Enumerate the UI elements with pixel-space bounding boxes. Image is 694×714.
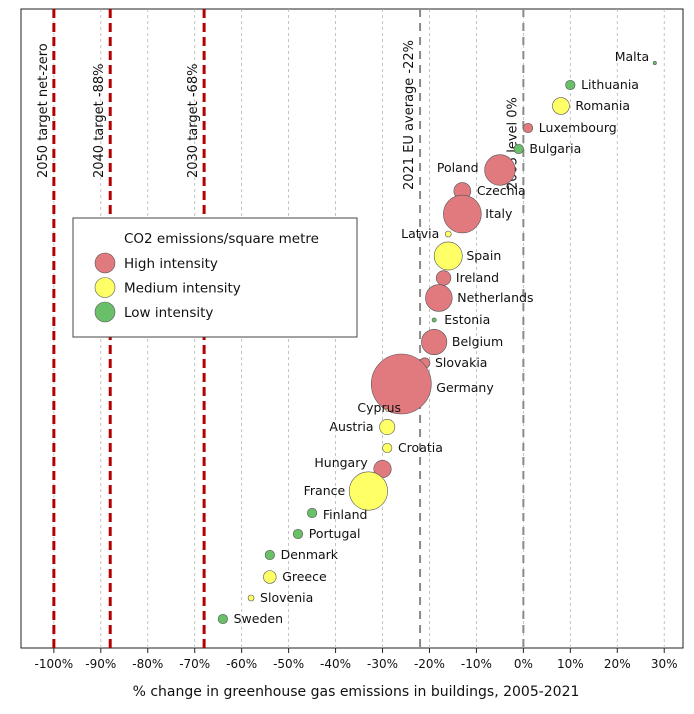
label-hungary: Hungary [314, 455, 368, 470]
label-slovakia: Slovakia [435, 355, 487, 370]
bubble-cyprus [385, 408, 389, 412]
bubble-romania [552, 97, 570, 115]
label-romania: Romania [575, 98, 630, 113]
legend-marker-medium [94, 277, 116, 298]
x-tick-label: -100% [35, 657, 74, 671]
x-tick-label: -20% [414, 657, 445, 671]
label-belgium: Belgium [452, 334, 503, 349]
label-ireland: Ireland [456, 270, 499, 285]
label-luxembourg: Luxembourg [539, 120, 617, 135]
label-finland: Finland [323, 507, 368, 522]
label-cyprus: Cyprus [357, 400, 401, 415]
plot-area [20, 8, 684, 649]
x-tick-label: -90% [85, 657, 116, 671]
bubble-latvia [444, 230, 452, 238]
bubble-belgium [421, 328, 448, 356]
bubble-austria [379, 419, 396, 435]
bubble-finland [307, 507, 318, 519]
label-france: France [304, 483, 346, 498]
bubble-spain [433, 241, 463, 271]
label-malta: Malta [615, 49, 649, 64]
label-austria: Austria [329, 419, 373, 434]
label-italy: Italy [485, 206, 513, 221]
label-poland: Poland [437, 160, 479, 175]
x-tick-label: 10% [557, 657, 584, 671]
label-greece: Greece [282, 569, 327, 584]
x-tick-label: -30% [367, 657, 398, 671]
x-tick-label: -80% [132, 657, 163, 671]
x-tick-label: -60% [226, 657, 257, 671]
bubble-croatia [382, 442, 393, 454]
reference-label-2021-eu-average-22: 2021 EU average -22% [402, 40, 417, 190]
bubble-estonia [431, 317, 437, 323]
bubble-poland [484, 154, 516, 186]
legend-marker-high [94, 252, 116, 274]
reference-label-2040-target-88: 2040 target -88% [92, 64, 107, 178]
bubble-italy [443, 194, 482, 234]
legend-label-high: High intensity [124, 256, 218, 272]
label-estonia: Estonia [444, 312, 490, 327]
bubble-denmark [264, 549, 275, 561]
reference-lines: 2050 target net-zero 2040 target -88% 2030… [36, 9, 525, 648]
label-lithuania: Lithuania [581, 77, 639, 92]
x-tick-label: -10% [461, 657, 492, 671]
legend-title: CO2 emissions/square metre [124, 231, 319, 247]
bubbles [217, 61, 657, 625]
label-sweden: Sweden [234, 611, 283, 626]
x-axis-title: % change in greenhouse gas emissions in … [133, 684, 580, 700]
bubble-ireland [435, 270, 452, 286]
bubble-luxembourg [523, 122, 534, 134]
label-germany: Germany [436, 380, 494, 395]
bubble-germany [370, 353, 432, 415]
reference-label-2050-target-net-zero: 2050 target net-zero [36, 43, 51, 178]
bubble-portugal [292, 528, 304, 540]
country-labels: Malta Lithuania Romania Luxembourg Bulgaria P… [234, 49, 650, 626]
x-tick-label: 30% [651, 657, 678, 671]
label-spain: Spain [466, 248, 501, 263]
legend-label-low: Low intensity [124, 305, 213, 321]
bubble-netherlands [425, 284, 453, 312]
label-croatia: Croatia [398, 440, 443, 455]
label-slovenia: Slovenia [260, 590, 313, 605]
label-denmark: Denmark [281, 547, 339, 562]
legend: CO2 emissions/square metre High intensit… [72, 217, 358, 338]
bubble-greece [263, 570, 277, 584]
bubble-malta [652, 61, 657, 65]
x-tick-label: -70% [179, 657, 210, 671]
bubble-france [348, 471, 388, 511]
label-bulgaria: Bulgaria [529, 141, 581, 156]
legend-box [72, 217, 358, 338]
label-netherlands: Netherlands [457, 290, 533, 305]
x-tick-label: 0% [514, 657, 533, 671]
bubble-slovenia [247, 594, 255, 602]
bubble-lithuania [565, 79, 576, 91]
x-tick-label: 20% [604, 657, 631, 671]
x-axis: -100% -90% -80% -70% -60% -50% -40% -30% -20% -10… [35, 648, 678, 671]
label-czechia: Czechia [477, 183, 526, 198]
reference-label-2030-target-68: 2030 target -68% [186, 64, 201, 178]
x-tick-label: -50% [273, 657, 304, 671]
bubble-bulgaria [513, 143, 524, 155]
legend-marker-low [94, 301, 116, 323]
label-latvia: Latvia [401, 226, 439, 241]
legend-label-medium: Medium intensity [124, 281, 241, 297]
bubble-sweden [217, 613, 228, 625]
label-portugal: Portugal [309, 526, 361, 541]
x-tick-label: -40% [320, 657, 351, 671]
